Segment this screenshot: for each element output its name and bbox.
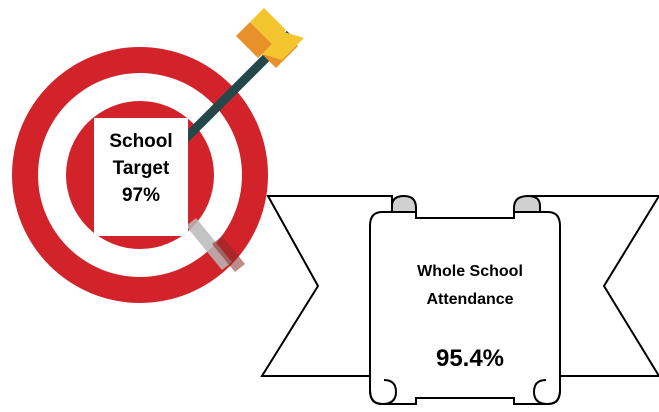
attendance-value: 95.4% [435,345,505,372]
school-target-value: 97% [121,185,161,206]
arrow-shadow [186,218,245,272]
attendance-title: Whole School Attendance [378,258,562,314]
school-target-line1: School [109,131,173,152]
arrow-icon [174,8,312,150]
school-target-label: School Target 97% [94,118,188,236]
school-target-line2: Target [112,158,170,179]
ribbon-scroll-banner [260,194,659,406]
attendance-title-line2: Attendance [426,291,514,308]
attendance-title-line1: Whole School [417,263,523,280]
